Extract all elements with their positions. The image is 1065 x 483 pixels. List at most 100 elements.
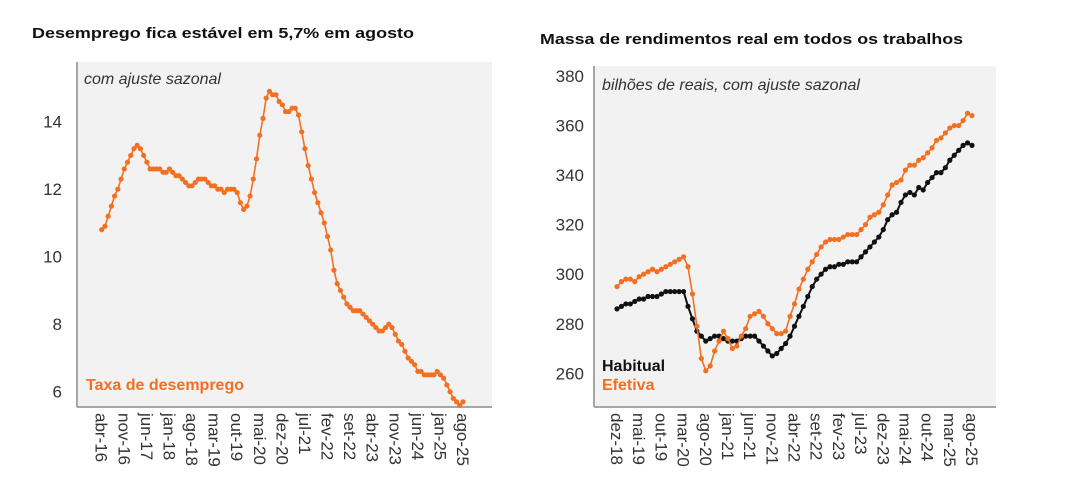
x-tick-label: set-22 xyxy=(340,413,359,460)
data-point xyxy=(649,266,656,272)
data-point xyxy=(933,137,940,144)
data-point xyxy=(694,323,700,329)
data-point xyxy=(636,274,642,280)
data-point xyxy=(791,323,798,329)
data-point xyxy=(858,254,864,260)
data-point xyxy=(911,192,917,198)
data-point xyxy=(328,247,334,253)
data-point xyxy=(221,189,227,196)
data-point xyxy=(720,336,727,342)
data-point xyxy=(942,165,948,171)
data-point xyxy=(956,122,962,129)
data-point xyxy=(241,206,247,213)
data-point xyxy=(402,348,408,354)
data-point xyxy=(392,331,398,337)
data-point xyxy=(831,264,838,270)
x-tick-label: mai-20 xyxy=(250,413,269,465)
data-point xyxy=(460,399,466,405)
data-point xyxy=(689,291,696,297)
data-point xyxy=(676,256,682,262)
data-point xyxy=(698,333,704,339)
data-point xyxy=(902,167,909,173)
data-point xyxy=(318,210,324,216)
data-point xyxy=(118,176,124,182)
data-point xyxy=(431,372,437,378)
data-point xyxy=(787,313,793,319)
data-point xyxy=(827,236,833,243)
data-point xyxy=(273,92,279,98)
x-tick-label: dez-18 xyxy=(607,413,626,465)
x-tick-label: mar-25 xyxy=(940,413,959,467)
data-point xyxy=(707,336,713,342)
plot-area xyxy=(77,62,492,407)
x-tick-label: out-19 xyxy=(227,413,246,461)
data-point xyxy=(357,308,363,314)
data-point xyxy=(205,179,211,186)
data-point xyxy=(676,288,682,295)
y-tick-label: 8 xyxy=(53,315,62,334)
data-point xyxy=(437,372,444,378)
data-point xyxy=(783,340,789,347)
data-point xyxy=(898,199,904,205)
x-tick-label: jul-21 xyxy=(295,412,314,455)
x-tick-label: jan-18 xyxy=(159,412,178,460)
data-point xyxy=(685,303,691,310)
data-point xyxy=(218,186,224,192)
y-tick-label: 360 xyxy=(556,117,584,136)
data-point xyxy=(641,271,647,277)
data-point xyxy=(663,288,669,295)
data-point xyxy=(814,251,820,257)
data-point xyxy=(447,389,453,395)
data-point xyxy=(849,231,855,238)
data-point xyxy=(840,234,846,240)
data-point xyxy=(395,338,402,344)
data-point xyxy=(818,244,824,250)
x-tick-label: mai-19 xyxy=(629,413,648,465)
data-point xyxy=(347,304,353,310)
y-tick-label: 260 xyxy=(556,364,584,383)
x-tick-label: mar-20 xyxy=(674,413,693,467)
data-point xyxy=(386,321,392,327)
data-point xyxy=(315,200,321,206)
x-tick-label: mai-24 xyxy=(895,413,914,465)
data-point xyxy=(312,189,318,196)
data-point xyxy=(286,108,292,115)
data-point xyxy=(141,152,147,159)
data-point xyxy=(920,155,926,161)
data-point xyxy=(441,375,447,381)
data-point xyxy=(867,244,873,250)
data-point xyxy=(331,267,337,273)
data-point xyxy=(292,105,298,111)
x-tick-label: jan-21 xyxy=(718,412,737,460)
data-point xyxy=(960,142,966,148)
data-point xyxy=(747,313,753,319)
x-tick-label: jan-25 xyxy=(430,412,449,460)
data-point xyxy=(729,345,735,352)
data-point xyxy=(929,145,935,151)
data-point xyxy=(685,264,691,270)
data-point xyxy=(822,266,829,272)
data-point xyxy=(916,157,922,163)
data-point xyxy=(889,212,895,218)
data-point xyxy=(765,348,771,354)
data-point xyxy=(450,395,456,402)
data-point xyxy=(751,311,758,317)
data-point xyxy=(663,264,669,270)
data-point xyxy=(121,166,127,172)
data-point xyxy=(920,187,926,193)
data-point xyxy=(636,296,642,302)
data-point xyxy=(871,212,877,218)
data-point xyxy=(379,328,385,334)
data-point xyxy=(951,152,957,158)
x-tick-label: fev-23 xyxy=(829,413,848,460)
data-point xyxy=(412,362,418,368)
data-point xyxy=(260,115,266,121)
legend-taxa-de-desemprego: Taxa de desemprego xyxy=(86,377,244,394)
data-point xyxy=(99,227,105,233)
data-point xyxy=(760,313,767,319)
data-point xyxy=(614,306,620,312)
data-point xyxy=(667,288,673,295)
data-point xyxy=(457,402,463,408)
x-tick-label: abr-23 xyxy=(363,413,382,462)
